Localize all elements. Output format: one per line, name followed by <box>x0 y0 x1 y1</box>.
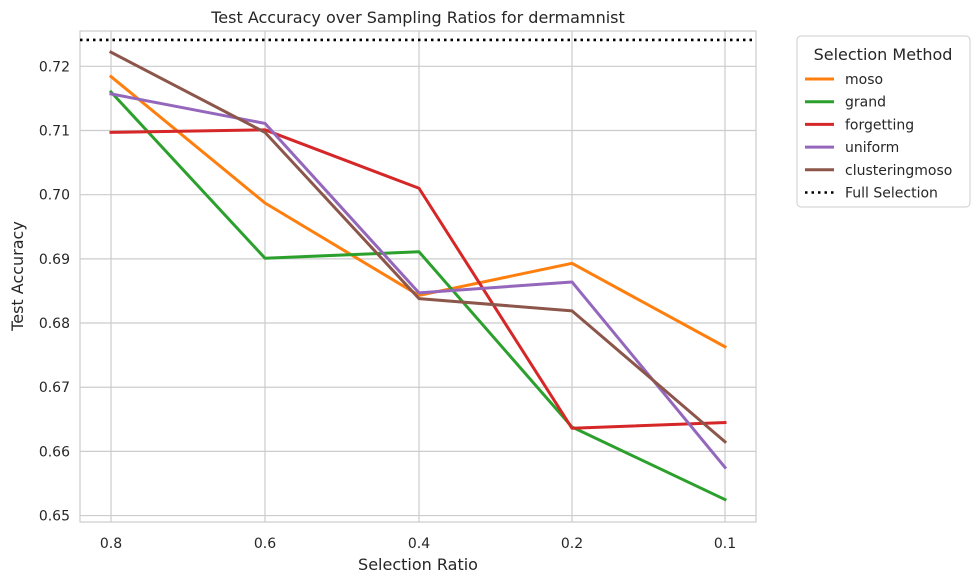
series-line-uniform <box>109 92 728 470</box>
x-tick-label: 0.8 <box>100 536 122 552</box>
y-tick-label: 0.67 <box>39 380 70 396</box>
x-tick-label: 0.1 <box>714 536 736 552</box>
y-tick-labels: 0.65 0.66 0.67 0.68 0.69 0.70 0.71 0.72 <box>39 59 70 524</box>
legend-items: moso grand forgetting uniform clusteringmoso… <box>805 72 952 202</box>
series-line-moso <box>108 74 728 349</box>
series-lines <box>108 50 728 502</box>
y-tick-label: 0.72 <box>39 59 70 75</box>
x-tick-label: 0.2 <box>561 536 583 552</box>
series-line-grand <box>108 89 727 502</box>
series-line-forgetting <box>109 128 727 430</box>
legend-label: uniform <box>845 140 899 156</box>
chart-title: Test Accuracy over Sampling Ratios for d… <box>210 8 625 27</box>
y-tick-label: 0.71 <box>39 123 70 139</box>
legend-box <box>796 35 971 208</box>
x-axis-label: Selection Ratio <box>358 555 478 574</box>
y-tick-label: 0.68 <box>39 316 70 332</box>
legend-title: Selection Method <box>814 45 953 64</box>
y-tick-label: 0.69 <box>39 252 70 268</box>
legend-label: moso <box>845 72 883 88</box>
y-tick-label: 0.65 <box>39 509 70 525</box>
legend-label: clusteringmoso <box>845 163 952 179</box>
plot-area <box>79 30 757 523</box>
legend: Selection Method moso grand forgetting unif… <box>796 35 971 208</box>
y-tick-label: 0.66 <box>39 444 70 460</box>
y-tick-label: 0.70 <box>39 188 70 204</box>
legend-label: Full Selection <box>845 186 938 202</box>
x-tick-labels: 0.8 0.6 0.4 0.2 0.1 <box>100 536 736 552</box>
y-axis-label: Test Accuracy <box>8 221 27 332</box>
x-tick-label: 0.4 <box>408 536 430 552</box>
legend-label: grand <box>845 95 886 111</box>
x-tick-label: 0.6 <box>254 536 276 552</box>
series-line-clusteringmoso <box>108 50 728 444</box>
legend-label: forgetting <box>845 117 914 133</box>
